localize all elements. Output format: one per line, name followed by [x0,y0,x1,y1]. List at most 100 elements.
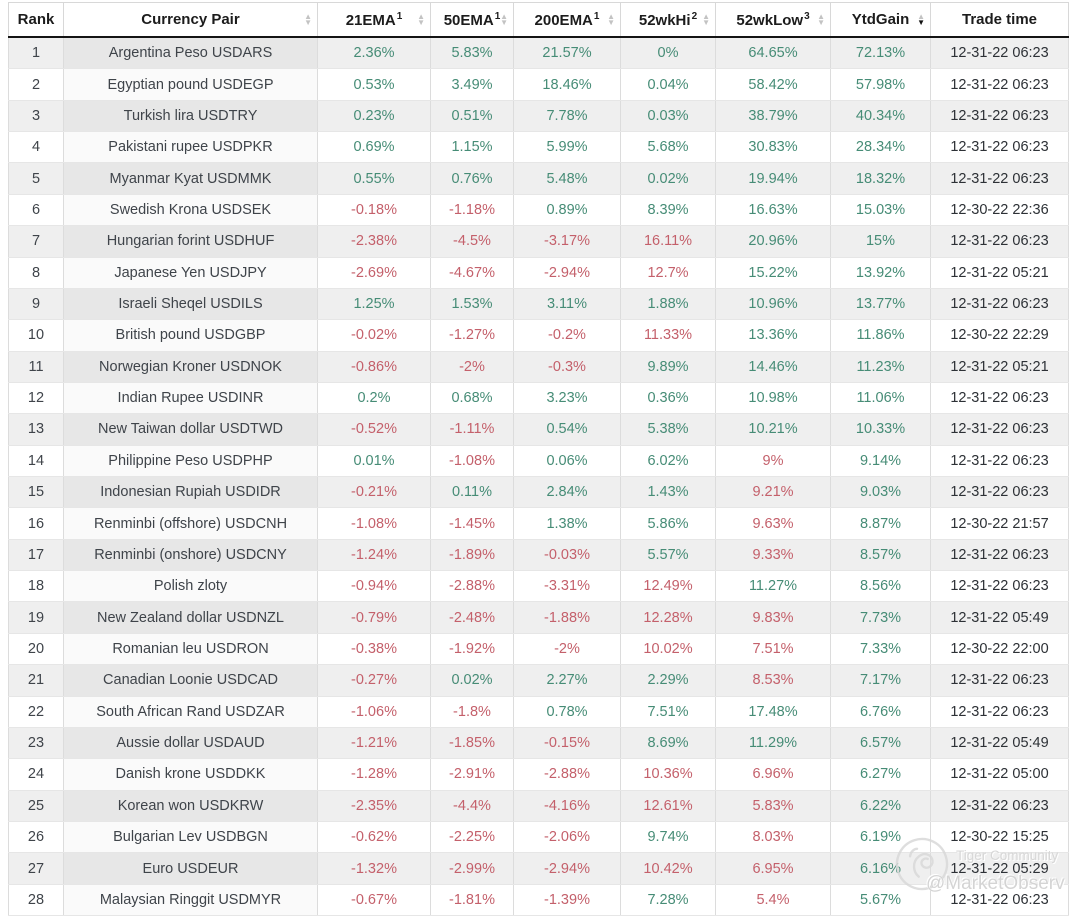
cell-200ema: 0.89% [513,194,621,227]
cell-21ema: 0.53% [317,68,431,101]
column-header-currency-pair[interactable]: Currency Pair ▲ ▼ [63,2,318,38]
sort-icon[interactable]: ▲ ▼ [607,11,615,27]
cell-trade-time: 12-31-22 05:00 [930,758,1069,791]
cell-200ema: -1.39% [513,884,621,916]
cell-200ema: 0.06% [513,445,621,478]
cell-rank: 22 [8,696,64,728]
cell-200ema: -2% [513,633,621,666]
table-row: 4 Pakistani rupee USDPKR 0.69% 1.15% 5.99% 5.… [8,131,1069,164]
column-header-52wkhi[interactable]: 52wkHi2 ▲ ▼ [620,2,716,38]
cell-rank: 26 [8,821,64,854]
cell-ytdgain: 5.67% [830,884,931,916]
cell-ytdgain: 8.87% [830,507,931,540]
cell-200ema: 3.23% [513,382,621,415]
cell-200ema: 21.57% [513,37,621,70]
cell-50ema: -2.48% [430,601,514,634]
cell-50ema: -2.91% [430,758,514,791]
cell-trade-time: 12-31-22 06:23 [930,162,1069,195]
cell-rank: 28 [8,884,64,916]
cell-currency-pair: Euro USDEUR [63,852,318,885]
cell-rank: 24 [8,758,64,791]
cell-200ema: 7.78% [513,100,621,133]
sort-icon[interactable]: ▲ ▼ [304,11,312,27]
sort-icon[interactable]: ▲ ▼ [702,11,710,27]
cell-50ema: -1.89% [430,539,514,572]
cell-rank: 1 [8,37,64,70]
cell-50ema: -1.08% [430,445,514,478]
cell-ytdgain: 11.06% [830,382,931,415]
cell-200ema: -2.88% [513,758,621,791]
table-body: 1 Argentina Peso USDARS 2.36% 5.83% 21.57% 0%… [8,37,1069,916]
cell-200ema: -1.88% [513,601,621,634]
cell-currency-pair: Renminbi (onshore) USDCNY [63,539,318,572]
table-row: 15 Indonesian Rupiah USDIDR -0.21% 0.11% 2.8… [8,476,1069,509]
table-row: 7 Hungarian forint USDHUF -2.38% -4.5% -3.17… [8,225,1069,258]
table-row: 8 Japanese Yen USDJPY -2.69% -4.67% -2.94% 12… [8,257,1069,289]
cell-ytdgain: 6.76% [830,696,931,728]
footnote-marker: 2 [691,10,698,22]
column-header-ytdgain[interactable]: YtdGain ▲ ▼ [830,2,931,38]
cell-21ema: -0.67% [317,884,431,916]
cell-52wklow: 10.96% [715,288,831,321]
cell-trade-time: 12-31-22 06:23 [930,539,1069,572]
column-header-200ema[interactable]: 200EMA1 ▲ ▼ [513,2,621,38]
cell-52wklow: 11.27% [715,570,831,603]
cell-50ema: -1.85% [430,727,514,760]
cell-50ema: -1.92% [430,633,514,666]
sort-icon[interactable]: ▲ ▼ [417,11,425,27]
cell-ytdgain: 11.86% [830,319,931,352]
cell-200ema: 18.46% [513,68,621,101]
column-header-21ema[interactable]: 21EMA1 ▲ ▼ [317,2,431,38]
sort-icon[interactable]: ▲ ▼ [917,11,925,27]
table-row: 1 Argentina Peso USDARS 2.36% 5.83% 21.57% 0%… [8,37,1069,70]
cell-200ema: -0.03% [513,539,621,572]
table-row: 5 Myanmar Kyat USDMMK 0.55% 0.76% 5.48% 0.02%… [8,162,1069,195]
cell-200ema: 0.54% [513,413,621,446]
sort-icon[interactable]: ▲ ▼ [817,11,825,27]
cell-rank: 8 [8,257,64,289]
cell-200ema: 5.48% [513,162,621,195]
cell-ytdgain: 13.77% [830,288,931,321]
cell-50ema: -4.5% [430,225,514,258]
cell-currency-pair: British pound USDGBP [63,319,318,352]
table-row: 14 Philippine Peso USDPHP 0.01% -1.08% 0.06%… [8,445,1069,478]
cell-52wkhi: 12.28% [620,601,716,634]
cell-21ema: 0.01% [317,445,431,478]
cell-currency-pair: Indian Rupee USDINR [63,382,318,415]
cell-currency-pair: Philippine Peso USDPHP [63,445,318,478]
sort-icon[interactable]: ▲ ▼ [500,11,508,27]
cell-ytdgain: 6.16% [830,852,931,885]
cell-trade-time: 12-31-22 06:23 [930,37,1069,70]
cell-200ema: -2.94% [513,852,621,885]
cell-currency-pair: Pakistani rupee USDPKR [63,131,318,164]
cell-52wklow: 38.79% [715,100,831,133]
cell-currency-pair: Danish krone USDDKK [63,758,318,791]
cell-52wklow: 9.33% [715,539,831,572]
cell-21ema: -2.35% [317,790,431,822]
cell-200ema: -0.2% [513,319,621,352]
cell-50ema: 1.15% [430,131,514,164]
cell-52wkhi: 12.61% [620,790,716,822]
cell-200ema: 0.78% [513,696,621,728]
cell-200ema: -3.17% [513,225,621,258]
column-header-52wklow[interactable]: 52wkLow3 ▲ ▼ [715,2,831,38]
cell-currency-pair: Egyptian pound USDEGP [63,68,318,101]
cell-ytdgain: 57.98% [830,68,931,101]
table-row: 6 Swedish Krona USDSEK -0.18% -1.18% 0.89% 8.… [8,194,1069,227]
cell-trade-time: 12-30-22 21:57 [930,507,1069,540]
cell-52wklow: 8.03% [715,821,831,854]
cell-trade-time: 12-31-22 06:23 [930,884,1069,916]
cell-currency-pair: Myanmar Kyat USDMMK [63,162,318,195]
cell-trade-time: 12-31-22 06:23 [930,696,1069,728]
column-header-50ema[interactable]: 50EMA1 ▲ ▼ [430,2,514,38]
cell-52wkhi: 1.43% [620,476,716,509]
cell-rank: 9 [8,288,64,321]
cell-rank: 21 [8,664,64,697]
cell-ytdgain: 28.34% [830,131,931,164]
cell-200ema: -2.94% [513,257,621,289]
table-row: 2 Egyptian pound USDEGP 0.53% 3.49% 18.46% 0.… [8,68,1069,101]
cell-trade-time: 12-31-22 06:23 [930,445,1069,478]
cell-52wklow: 20.96% [715,225,831,258]
cell-50ema: 0.51% [430,100,514,133]
cell-ytdgain: 8.56% [830,570,931,603]
